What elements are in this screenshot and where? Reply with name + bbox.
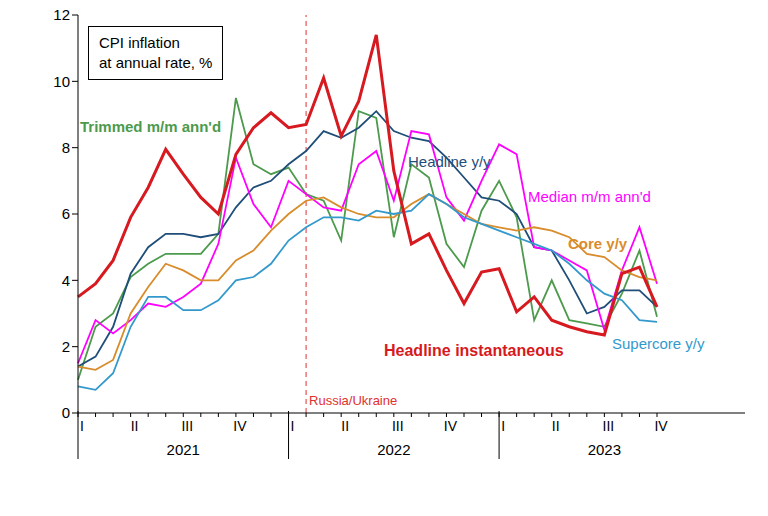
- html-text:Supercore y/y: Supercore y/y: [612, 335, 705, 352]
- html-text:Headline y/y: Headline y/y: [408, 153, 491, 170]
- svg-text:2021: 2021: [167, 441, 200, 458]
- svg-text:III: III: [392, 418, 404, 434]
- svg-text:2023: 2023: [588, 441, 621, 458]
- svg-text:Russia/Ukraine: Russia/Ukraine: [309, 393, 397, 408]
- svg-text:IV: IV: [444, 418, 458, 434]
- svg-text:8: 8: [62, 139, 70, 156]
- svg-text:I: I: [80, 418, 84, 434]
- svg-text:II: II: [552, 418, 560, 434]
- svg-text:6: 6: [62, 205, 70, 222]
- svg-text:10: 10: [53, 73, 70, 90]
- svg-text:II: II: [131, 418, 139, 434]
- html-text:Trimmed m/m ann'd: Trimmed m/m ann'd: [80, 118, 222, 135]
- svg-text:I: I: [291, 418, 295, 434]
- svg-text:2: 2: [62, 338, 70, 355]
- html-text:Headline instantaneous: Headline instantaneous: [384, 342, 564, 359]
- svg-text:III: III: [181, 418, 193, 434]
- html-text:Median m/m ann'd: Median m/m ann'd: [528, 188, 651, 205]
- svg-text:0: 0: [62, 404, 70, 421]
- svg-text:IV: IV: [654, 418, 668, 434]
- svg-text:II: II: [341, 418, 349, 434]
- svg-text:4: 4: [62, 272, 70, 289]
- svg-text:2022: 2022: [377, 441, 410, 458]
- svg-text:I: I: [501, 418, 505, 434]
- svg-text:12: 12: [53, 6, 70, 23]
- html-text:at annual rate, %: at annual rate, %: [99, 54, 213, 71]
- html-text:CPI inflation: CPI inflation: [99, 34, 180, 51]
- svg-text:III: III: [603, 418, 615, 434]
- html-text:Core y/y: Core y/y: [568, 235, 628, 252]
- svg-text:IV: IV: [233, 418, 247, 434]
